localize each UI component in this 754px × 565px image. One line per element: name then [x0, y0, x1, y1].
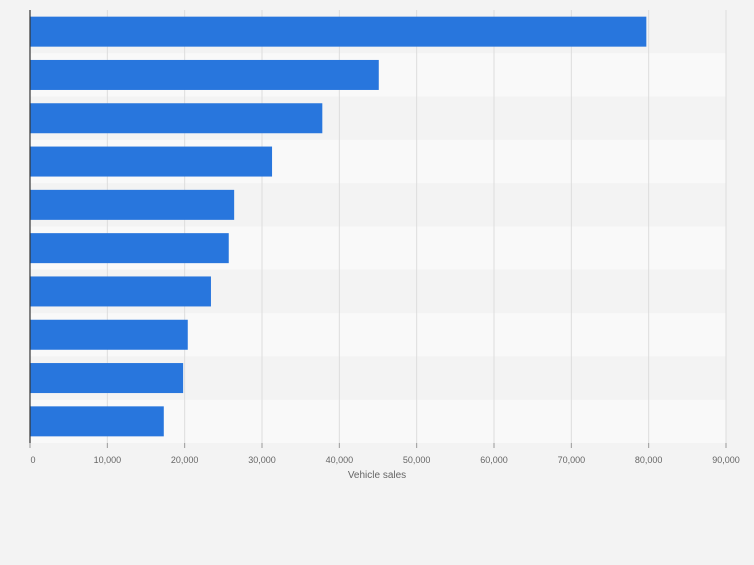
bar[interactable] — [30, 276, 211, 307]
x-tick-label: 30,000 — [248, 455, 276, 465]
x-tick-label: 60,000 — [480, 455, 508, 465]
x-tick-label: 50,000 — [403, 455, 431, 465]
bars — [30, 16, 647, 437]
bar[interactable] — [30, 189, 235, 220]
x-axis-label: Vehicle sales — [348, 470, 406, 481]
bar[interactable] — [30, 16, 647, 47]
bar[interactable] — [30, 103, 323, 134]
bar[interactable] — [30, 233, 229, 264]
bar[interactable] — [30, 146, 273, 177]
bar[interactable] — [30, 319, 188, 350]
x-tick-label: 80,000 — [635, 455, 663, 465]
x-tick-label: 20,000 — [171, 455, 199, 465]
bar[interactable] — [30, 406, 164, 437]
x-tick-label: 70,000 — [558, 455, 586, 465]
x-tick-label: 90,000 — [712, 455, 740, 465]
x-tick-label: 10,000 — [94, 455, 122, 465]
bar[interactable] — [30, 59, 379, 90]
value-axis: 0 10,000 20,000 30,000 40,000 50,000 60,000 70,… — [29, 10, 740, 465]
bar[interactable] — [30, 363, 184, 394]
x-tick-label: 40,000 — [326, 455, 354, 465]
x-tick-label: 0 — [30, 455, 35, 465]
